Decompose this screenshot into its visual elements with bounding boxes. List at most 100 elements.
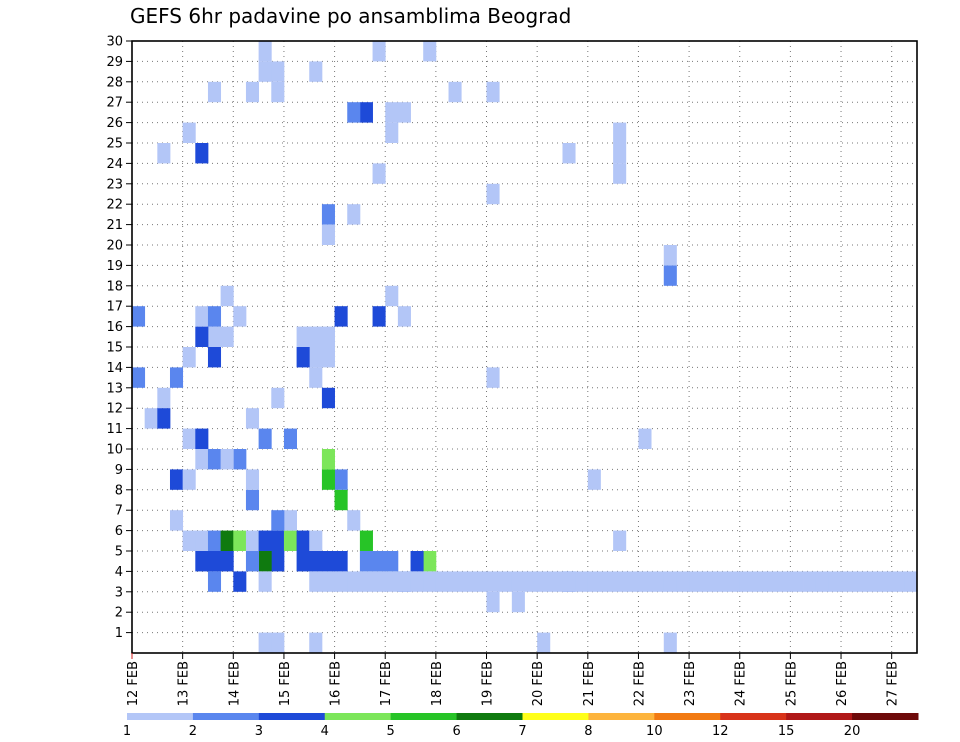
data-cell [397,306,411,327]
x-tick-label: 19 FEB [481,661,496,706]
y-tick-label: 21 [106,218,123,233]
data-cell [347,571,361,592]
data-cell [258,530,272,551]
data-cell [410,571,424,592]
legend-label: 1 [123,724,131,739]
legend-swatch [654,713,721,720]
data-cell [676,571,690,592]
data-cell [245,469,260,490]
y-tick-label: 19 [106,259,123,274]
data-cell [144,408,158,429]
y-tick-label: 3 [115,585,123,600]
legend-label: 2 [189,724,197,739]
data-cell [321,449,335,470]
data-cell [309,551,323,572]
legend-swatch [786,713,853,720]
data-cell [372,163,386,184]
data-cell [537,571,551,592]
y-tick-label: 16 [106,320,123,335]
data-cell [359,571,373,592]
data-cell [245,530,260,551]
data-cell [663,245,677,266]
data-cell [271,551,285,572]
data-cell [169,469,184,490]
data-cell [372,571,386,592]
data-cell [132,367,146,388]
x-tick-label: 25 FEB [784,661,799,706]
y-tick-label: 11 [106,422,123,437]
data-cell [296,530,310,551]
data-cell [423,571,437,592]
data-cell [233,530,247,551]
data-cell [296,551,310,572]
x-tick-label: 23 FEB [683,661,698,706]
data-cell [157,387,171,409]
y-tick-label: 17 [106,300,123,315]
data-cell [727,571,741,592]
data-cell [511,571,525,592]
data-cell [866,571,880,592]
data-cell [271,61,285,82]
data-cell [309,347,323,368]
data-cell [207,81,222,103]
data-cell [271,387,285,409]
data-cell [397,102,411,123]
y-tick-label: 9 [115,463,123,478]
data-cell [245,81,260,103]
x-tick-label: 12 FEB [126,661,141,706]
data-cell [334,306,348,327]
data-cell [613,530,627,551]
data-cell [841,571,855,592]
data-cell [562,571,576,592]
data-cell [321,326,335,347]
data-cell [258,61,272,82]
y-tick-label: 28 [106,75,123,90]
data-cell [397,571,411,592]
legend-label: 10 [646,724,663,739]
data-cell [359,530,373,551]
y-tick-label: 12 [106,402,123,417]
data-cell [169,367,184,388]
data-cell [638,571,652,592]
data-cell [385,285,399,307]
y-tick-label: 15 [106,341,123,356]
data-cell [309,61,323,82]
data-cell [663,571,677,592]
data-cell [347,510,361,531]
data-cell [359,102,373,123]
data-cell [157,143,171,164]
data-cell [182,428,196,449]
y-tick-label: 29 [106,55,123,70]
data-cell [283,510,297,531]
data-cell [448,81,462,103]
data-cell [752,571,766,592]
data-cell [157,408,171,429]
y-tick-label: 10 [106,443,123,458]
data-cell [220,551,234,572]
data-cell [334,469,348,490]
data-cell [486,571,500,592]
data-cell [182,469,196,490]
data-cell [207,306,222,327]
y-tick-label: 22 [106,198,123,213]
data-cell [258,41,272,62]
data-cell [220,285,234,307]
data-cell [321,571,335,592]
x-axis: 12 FEB 13 FEB 14 FEB 15 FEB 16 FEB 17 FEB 18 F… [126,653,901,706]
data-cell [132,306,146,327]
legend-swatch [390,713,458,720]
data-cell [207,347,222,368]
x-tick-label: 20 FEB [531,661,546,706]
data-cell [271,510,285,531]
data-cell [537,632,551,653]
y-tick-label: 14 [106,361,123,376]
data-cell [195,326,209,347]
data-cell [296,326,310,347]
data-cell [207,551,222,572]
x-tick-label: 27 FEB [886,661,901,706]
data-cell [271,632,285,653]
y-tick-label: 18 [106,279,123,294]
x-tick-label: 18 FEB [430,661,445,706]
data-cell [689,571,703,592]
data-cell [575,571,589,592]
